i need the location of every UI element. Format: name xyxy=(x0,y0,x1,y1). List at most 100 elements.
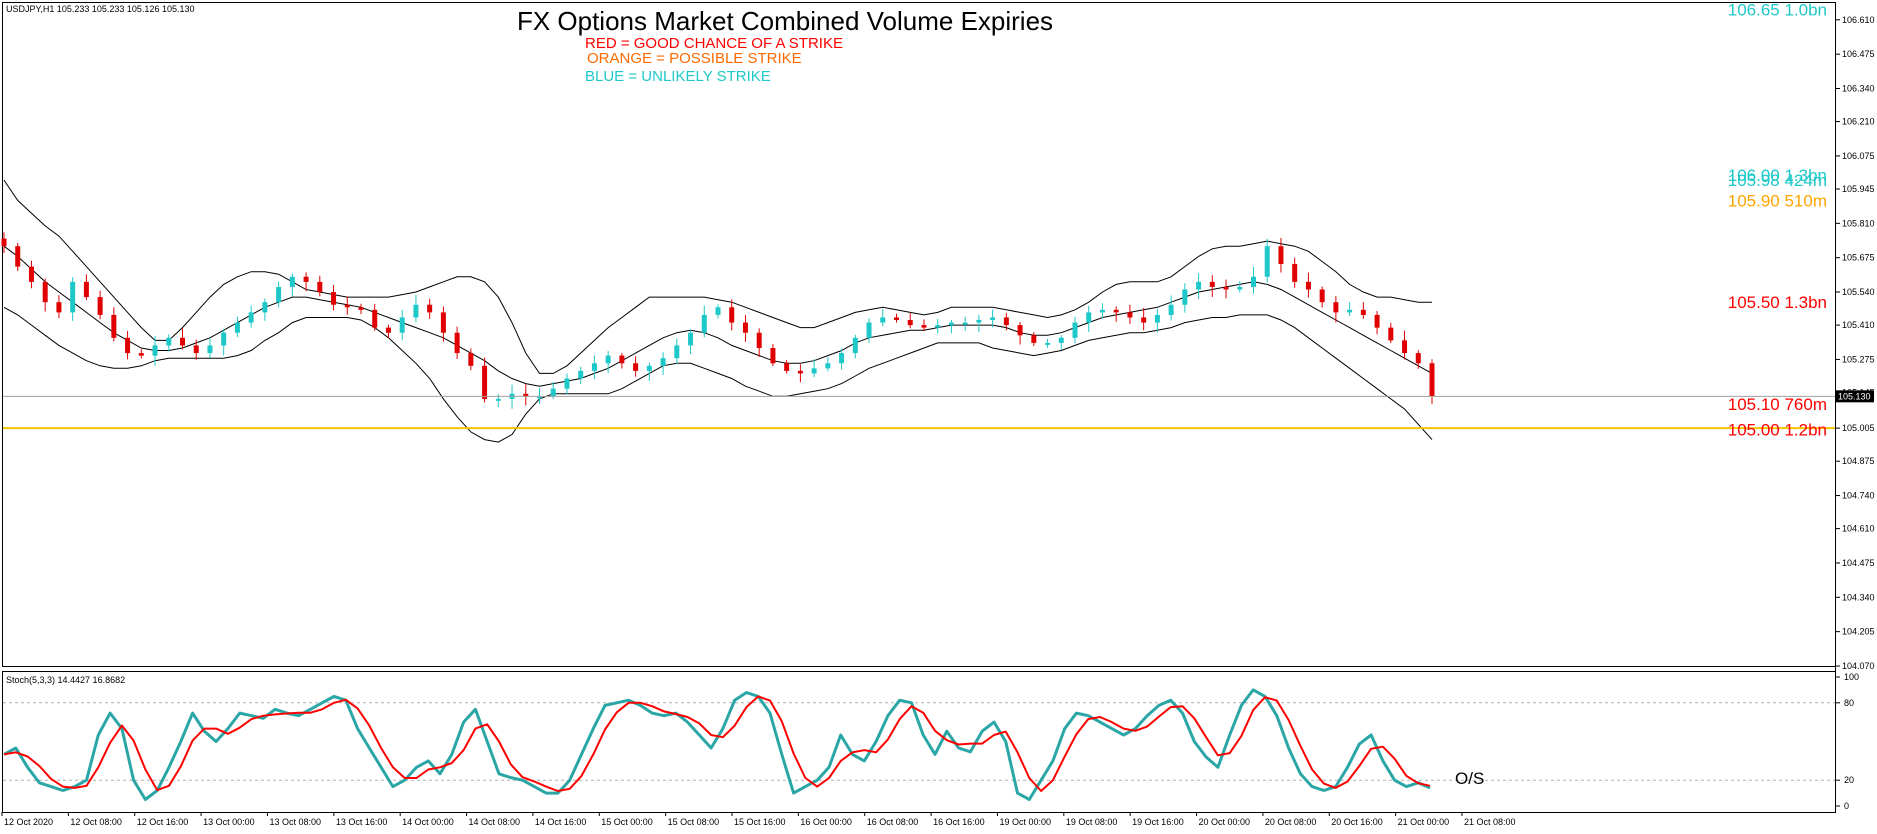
candle xyxy=(1209,275,1215,298)
stoch-k-line xyxy=(3,688,1431,801)
candle xyxy=(1086,305,1092,333)
candle xyxy=(578,366,584,385)
time-tick-label: 16 Oct 08:00 xyxy=(867,817,919,827)
candle xyxy=(921,319,927,332)
bollinger-upper xyxy=(3,179,1432,374)
time-tick-label: 21 Oct 08:00 xyxy=(1464,817,1516,827)
candle xyxy=(839,348,845,370)
candle xyxy=(317,275,323,297)
candle xyxy=(605,351,611,374)
candle xyxy=(207,337,213,358)
stoch-tick-label: 0 xyxy=(1844,801,1849,811)
candle xyxy=(70,277,76,321)
candle xyxy=(234,316,240,338)
candle xyxy=(1045,338,1051,348)
candle xyxy=(1154,308,1160,333)
time-tick-label: 16 Oct 16:00 xyxy=(933,817,985,827)
candle xyxy=(1182,283,1188,313)
candle xyxy=(454,326,460,359)
candle xyxy=(468,348,474,371)
time-tick-label: 12 Oct 08:00 xyxy=(70,817,122,827)
time-tick-label: 21 Oct 00:00 xyxy=(1398,817,1450,827)
candle xyxy=(1127,304,1133,324)
price-tick-label: 105.945 xyxy=(1842,184,1875,194)
candle xyxy=(701,305,707,338)
price-tick-label: 105.810 xyxy=(1842,218,1875,228)
candle xyxy=(1003,312,1009,331)
time-tick-label: 13 Oct 08:00 xyxy=(269,817,321,827)
price-tick-label: 106.475 xyxy=(1842,49,1875,59)
price-tick-label: 104.340 xyxy=(1842,592,1875,602)
candle xyxy=(1072,316,1078,344)
candle xyxy=(1264,238,1270,283)
candle xyxy=(1237,281,1243,293)
candle xyxy=(248,305,254,328)
strike-label: 105.90 510m xyxy=(1728,191,1827,210)
price-tick-label: 104.740 xyxy=(1842,491,1875,501)
stoch-tick-label: 100 xyxy=(1844,672,1859,682)
time-tick-label: 12 Oct 16:00 xyxy=(137,817,189,827)
candle xyxy=(1223,279,1229,299)
candle xyxy=(619,353,625,369)
candle xyxy=(715,304,721,319)
candle xyxy=(482,357,488,403)
time-tick-label: 14 Oct 00:00 xyxy=(402,817,454,827)
price-tick-label: 106.610 xyxy=(1842,15,1875,25)
stoch-d-line xyxy=(3,695,1431,792)
candle xyxy=(152,335,158,366)
current-price-tag xyxy=(1836,390,1874,403)
candle xyxy=(42,278,48,312)
candle xyxy=(523,384,529,406)
time-tick-label: 15 Oct 08:00 xyxy=(668,817,720,827)
candle xyxy=(83,274,89,301)
candle xyxy=(331,284,337,311)
time-tick-label: 15 Oct 00:00 xyxy=(601,817,653,827)
candle xyxy=(372,303,378,331)
candle xyxy=(1113,306,1119,322)
candle xyxy=(852,334,858,359)
stoch-panel-frame xyxy=(2,671,1836,813)
candle xyxy=(1168,295,1174,321)
candle xyxy=(1278,237,1284,273)
price-tick-label: 104.475 xyxy=(1842,558,1875,568)
candle xyxy=(1360,302,1366,319)
candle xyxy=(784,360,790,374)
candle xyxy=(825,356,831,372)
candle xyxy=(894,313,899,323)
price-tick-label: 106.340 xyxy=(1842,83,1875,93)
strike-label: 106.65 1.0bn xyxy=(1728,1,1827,20)
price-tick-label: 104.070 xyxy=(1842,661,1875,671)
candle xyxy=(1402,330,1408,360)
price-tick-label: 105.675 xyxy=(1842,253,1875,263)
candle xyxy=(276,281,282,308)
price-tick-label: 104.610 xyxy=(1842,524,1875,534)
candle xyxy=(344,296,350,315)
time-tick-label: 16 Oct 00:00 xyxy=(800,817,852,827)
candle xyxy=(729,299,735,331)
candle xyxy=(948,319,954,334)
candle xyxy=(1374,310,1380,335)
candle xyxy=(166,334,172,352)
candle xyxy=(1031,332,1037,346)
time-axis: 12 Oct 2020 12 Oct 08:00 12 Oct 16:00 13 Oc… xyxy=(1,812,1516,827)
candle xyxy=(1388,322,1394,344)
strike-label: 105.50 1.3bn xyxy=(1728,293,1827,312)
candle xyxy=(1333,296,1339,323)
price-axis: 106.610 106.475 106.340 106.210 106.075 105.9… xyxy=(1835,15,1875,671)
candle xyxy=(1292,257,1298,288)
bollinger-middle xyxy=(3,245,1433,387)
candle xyxy=(1099,303,1105,319)
candle xyxy=(591,355,597,380)
candle xyxy=(633,356,639,377)
candle xyxy=(866,318,872,343)
price-tick-label: 104.875 xyxy=(1842,456,1875,466)
candle xyxy=(1305,272,1311,298)
candle xyxy=(399,309,405,341)
candle xyxy=(303,272,309,292)
stoch-label: Stoch(5,3,3) 14.4427 16.8682 xyxy=(6,675,125,685)
candle xyxy=(646,362,652,381)
oversold-annotation: O/S xyxy=(1455,769,1484,788)
candle xyxy=(674,338,680,365)
